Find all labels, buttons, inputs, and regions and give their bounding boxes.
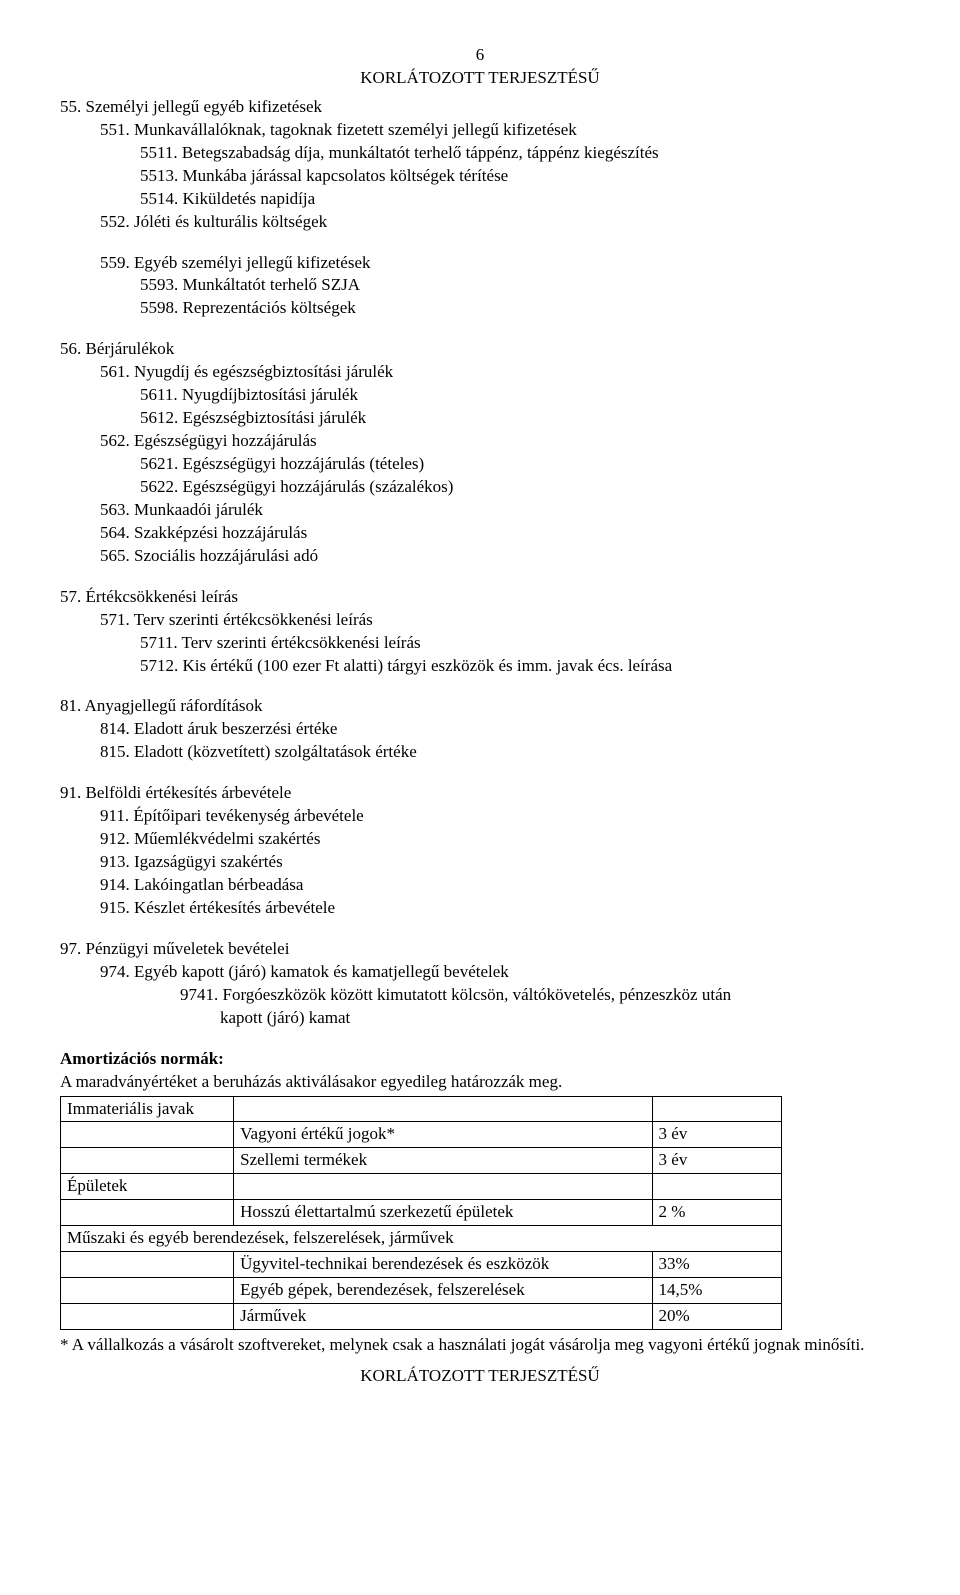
cell-empty [61, 1252, 234, 1278]
line-5511: 5511. Betegszabadság díja, munkáltatót t… [140, 142, 900, 165]
line-551: 551. Munkavállalóknak, tagoknak fizetett… [100, 119, 900, 142]
cell-empty [61, 1122, 234, 1148]
cat-muszaki: Műszaki és egyéb berendezések, felszerel… [61, 1226, 782, 1252]
line-5711: 5711. Terv szerinti értékcsökkenési leír… [140, 632, 900, 655]
cell-jarmuvek-val: 20% [652, 1304, 782, 1330]
cell-ugyvitel-val: 33% [652, 1252, 782, 1278]
line-5621: 5621. Egészségügyi hozzájárulás (tételes… [140, 453, 900, 476]
table-row: Vagyoni értékű jogok* 3 év [61, 1122, 782, 1148]
cell-empty [61, 1148, 234, 1174]
header-restriction: KORLÁTOZOTT TERJESZTÉSŰ [60, 67, 900, 90]
table-row: Immateriális javak [61, 1096, 782, 1122]
line-911: 911. Építőipari tevékenység árbevétele [100, 805, 900, 828]
footer-restriction: KORLÁTOZOTT TERJESZTÉSŰ [60, 1365, 900, 1388]
cat-immat: Immateriális javak [61, 1096, 234, 1122]
cell-ugyvitel: Ügyvitel-technikai berendezések és eszkö… [234, 1252, 652, 1278]
cell-empty [61, 1278, 234, 1304]
line-561: 561. Nyugdíj és egészségbiztosítási járu… [100, 361, 900, 384]
cell-egyeb: Egyéb gépek, berendezések, felszerelések [234, 1278, 652, 1304]
table-row: Műszaki és egyéb berendezések, felszerel… [61, 1226, 782, 1252]
cell-empty [652, 1096, 782, 1122]
line-5712: 5712. Kis értékű (100 ezer Ft alatti) tá… [140, 655, 900, 678]
line-5513: 5513. Munkába járással kapcsolatos költs… [140, 165, 900, 188]
line-571: 571. Terv szerinti értékcsökkenési leírá… [100, 609, 900, 632]
line-5593: 5593. Munkáltatót terhelő SZJA [140, 274, 900, 297]
cell-empty [61, 1304, 234, 1330]
amort-intro: A maradványértéket a beruházás aktiválás… [60, 1071, 900, 1094]
line-5622: 5622. Egészségügyi hozzájárulás (százalé… [140, 476, 900, 499]
table-row: Szellemi termékek 3 év [61, 1148, 782, 1174]
cell-vagyoni: Vagyoni értékű jogok* [234, 1122, 652, 1148]
line-564: 564. Szakképzési hozzájárulás [100, 522, 900, 545]
amort-heading: Amortizációs normák: [60, 1048, 900, 1071]
cell-empty [234, 1174, 652, 1200]
line-97: 97. Pénzügyi műveletek bevételei [60, 938, 900, 961]
cell-hosszu-val: 2 % [652, 1200, 782, 1226]
cell-jarmuvek: Járművek [234, 1304, 652, 1330]
cat-epuletek: Épületek [61, 1174, 234, 1200]
line-9741a: 9741. Forgóeszközök között kimutatott kö… [180, 984, 900, 1007]
cell-empty [652, 1174, 782, 1200]
line-563: 563. Munkaadói járulék [100, 499, 900, 522]
line-915: 915. Készlet értékesítés árbevétele [100, 897, 900, 920]
amort-table: Immateriális javak Vagyoni értékű jogok*… [60, 1096, 782, 1330]
line-559: 559. Egyéb személyi jellegű kifizetések [100, 252, 900, 275]
line-5612: 5612. Egészségbiztosítási járulék [140, 407, 900, 430]
table-row: Egyéb gépek, berendezések, felszerelések… [61, 1278, 782, 1304]
line-912: 912. Műemlékvédelmi szakértés [100, 828, 900, 851]
footnote: * A vállalkozás a vásárolt szoftvereket,… [60, 1334, 900, 1357]
cell-hosszu: Hosszú élettartalmú szerkezetű épületek [234, 1200, 652, 1226]
cell-empty [61, 1200, 234, 1226]
line-815: 815. Eladott (közvetített) szolgáltatáso… [100, 741, 900, 764]
line-552: 552. Jóléti és kulturális költségek [100, 211, 900, 234]
line-974: 974. Egyéb kapott (járó) kamatok és kama… [100, 961, 900, 984]
cell-szellemi: Szellemi termékek [234, 1148, 652, 1174]
line-91: 91. Belföldi értékesítés árbevétele [60, 782, 900, 805]
cell-szellemi-val: 3 év [652, 1148, 782, 1174]
line-565: 565. Szociális hozzájárulási adó [100, 545, 900, 568]
line-5598: 5598. Reprezentációs költségek [140, 297, 900, 320]
line-914: 914. Lakóingatlan bérbeadása [100, 874, 900, 897]
table-row: Épületek [61, 1174, 782, 1200]
page-number: 6 [60, 44, 900, 67]
cell-empty [234, 1096, 652, 1122]
line-814: 814. Eladott áruk beszerzési értéke [100, 718, 900, 741]
cell-vagyoni-val: 3 év [652, 1122, 782, 1148]
table-row: Járművek 20% [61, 1304, 782, 1330]
cell-egyeb-val: 14,5% [652, 1278, 782, 1304]
line-56: 56. Bérjárulékok [60, 338, 900, 361]
table-row: Hosszú élettartalmú szerkezetű épületek … [61, 1200, 782, 1226]
line-57: 57. Értékcsökkenési leírás [60, 586, 900, 609]
line-5611: 5611. Nyugdíjbiztosítási járulék [140, 384, 900, 407]
table-row: Ügyvitel-technikai berendezések és eszkö… [61, 1252, 782, 1278]
line-913: 913. Igazságügyi szakértés [100, 851, 900, 874]
line-9741b: kapott (járó) kamat [60, 1007, 900, 1030]
line-55: 55. Személyi jellegű egyéb kifizetések [60, 96, 900, 119]
line-81: 81. Anyagjellegű ráfordítások [60, 695, 900, 718]
line-5514: 5514. Kiküldetés napidíja [140, 188, 900, 211]
line-562: 562. Egészségügyi hozzájárulás [100, 430, 900, 453]
